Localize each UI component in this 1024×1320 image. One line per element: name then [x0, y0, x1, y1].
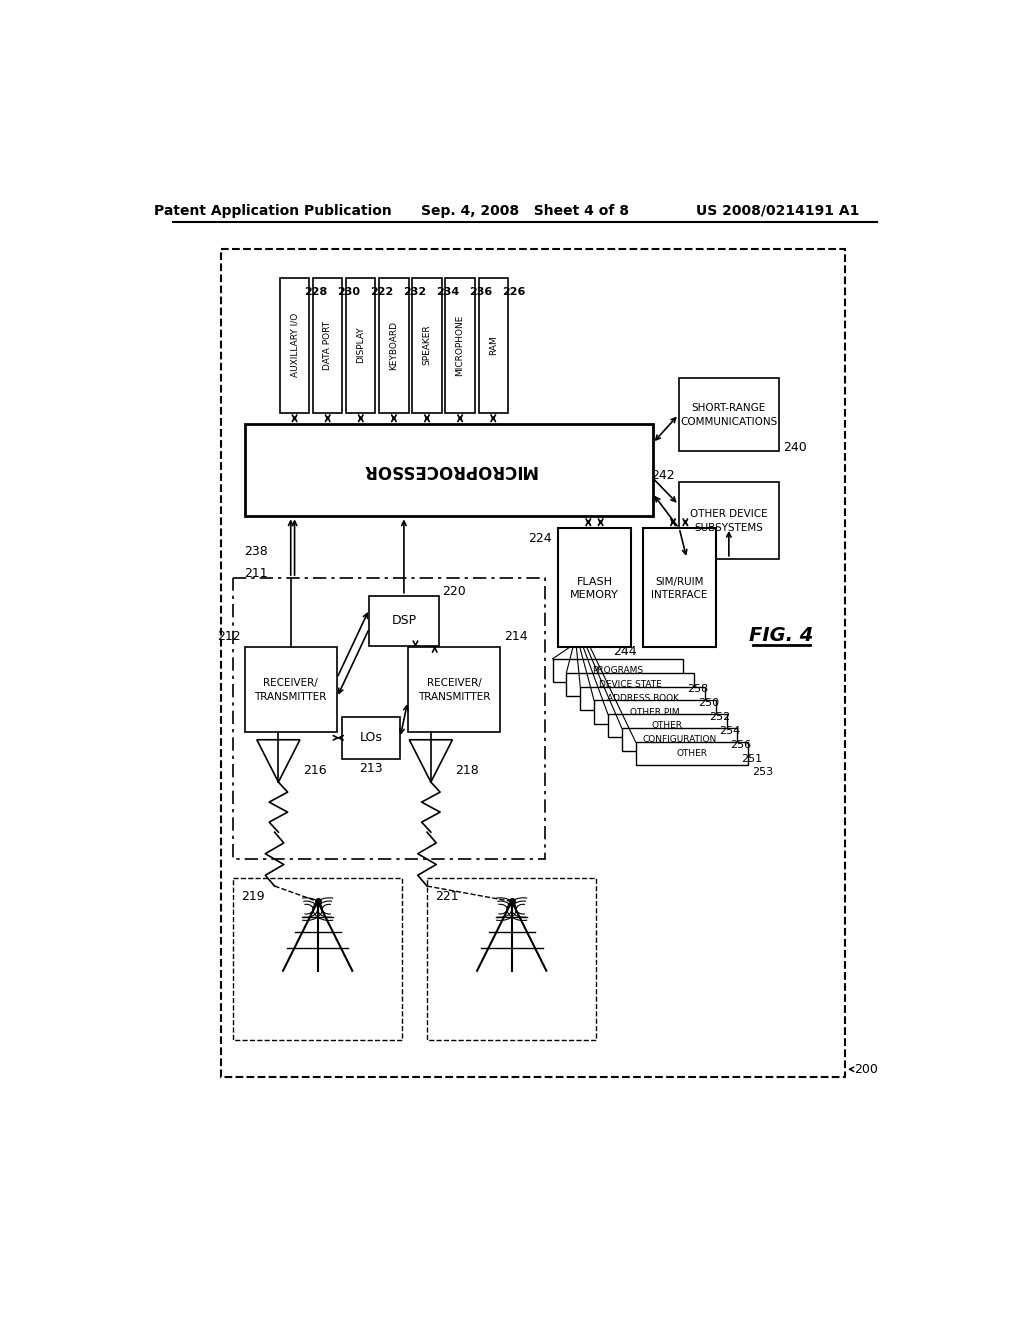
Text: 242: 242 [651, 469, 675, 482]
Bar [581, 686, 705, 710]
Text: 253: 253 [752, 767, 773, 777]
Text: RECEIVER/: RECEIVER/ [263, 677, 318, 688]
Text: TRANSMITTER: TRANSMITTER [418, 692, 490, 702]
Text: Patent Application Publication: Patent Application Publication [155, 203, 392, 218]
Text: 216: 216 [303, 764, 327, 777]
Bar [313, 277, 342, 412]
Text: 236: 236 [469, 286, 493, 297]
Text: TRANSMITTER: TRANSMITTER [255, 692, 327, 702]
Bar [370, 595, 438, 645]
Text: 240: 240 [782, 441, 807, 454]
Text: RAM: RAM [488, 335, 498, 355]
Text: SPEAKER: SPEAKER [423, 325, 431, 366]
Bar [233, 878, 402, 1040]
Text: 258: 258 [687, 684, 709, 694]
Bar [636, 742, 749, 766]
Bar [221, 249, 845, 1077]
Text: 222: 222 [370, 286, 393, 297]
Text: 224: 224 [528, 532, 552, 545]
Bar [608, 714, 727, 738]
Text: OTHER DEVICE: OTHER DEVICE [690, 510, 768, 519]
Bar [679, 482, 779, 558]
Text: 200: 200 [854, 1063, 879, 1076]
Text: 212: 212 [217, 631, 241, 644]
Text: SIM/RUIM: SIM/RUIM [655, 577, 703, 586]
Text: 211: 211 [245, 566, 268, 579]
Text: OTHER PIM: OTHER PIM [630, 708, 680, 717]
Text: DSP: DSP [391, 614, 417, 627]
Text: CONFIGURATION: CONFIGURATION [642, 735, 717, 744]
Text: 251: 251 [741, 754, 762, 763]
Text: DISPLAY: DISPLAY [356, 327, 366, 363]
Text: US 2008/0214191 A1: US 2008/0214191 A1 [695, 203, 859, 218]
Text: 226: 226 [503, 286, 525, 297]
Bar [643, 528, 716, 647]
Text: AUXILLARY I/O: AUXILLARY I/O [290, 313, 299, 378]
Text: 234: 234 [436, 286, 460, 297]
Text: FIG. 4: FIG. 4 [749, 626, 813, 645]
Text: DEVICE STATE: DEVICE STATE [599, 680, 662, 689]
Text: 221: 221 [435, 890, 459, 903]
Text: 238: 238 [245, 545, 268, 557]
Text: 213: 213 [359, 762, 383, 775]
Text: KEYBOARD: KEYBOARD [389, 321, 398, 370]
Text: RECEIVER/: RECEIVER/ [427, 677, 481, 688]
Bar [342, 717, 400, 759]
Text: OTHER: OTHER [651, 722, 683, 730]
Bar [566, 673, 694, 696]
Text: COMMUNICATIONS: COMMUNICATIONS [680, 417, 777, 428]
Text: OTHER: OTHER [677, 750, 708, 758]
Text: 228: 228 [304, 286, 327, 297]
Text: INTERFACE: INTERFACE [651, 590, 708, 601]
Bar [245, 647, 337, 733]
Text: 232: 232 [403, 286, 426, 297]
Bar [594, 701, 716, 723]
Text: LOs: LOs [359, 731, 383, 744]
Text: 214: 214 [504, 631, 527, 644]
Bar [245, 424, 652, 516]
Bar [280, 277, 309, 412]
Bar [445, 277, 475, 412]
Text: 219: 219 [241, 890, 264, 903]
Text: SUBSYSTEMS: SUBSYSTEMS [694, 523, 763, 533]
Text: PROGRAMS: PROGRAMS [593, 667, 643, 675]
Bar [427, 878, 596, 1040]
Text: 244: 244 [612, 644, 637, 657]
Bar [233, 578, 545, 859]
Text: 254: 254 [720, 726, 740, 735]
Text: ADDRESS BOOK: ADDRESS BOOK [606, 694, 679, 702]
Text: MICROPHONE: MICROPHONE [456, 314, 465, 376]
Bar [408, 647, 500, 733]
Bar [558, 528, 631, 647]
Text: FLASH: FLASH [577, 577, 612, 586]
Text: 252: 252 [709, 711, 730, 722]
Text: Sep. 4, 2008   Sheet 4 of 8: Sep. 4, 2008 Sheet 4 of 8 [421, 203, 629, 218]
Text: 220: 220 [442, 585, 466, 598]
Text: 218: 218 [456, 764, 479, 777]
Text: MICROPROCESSOR: MICROPROCESSOR [361, 461, 536, 479]
Bar [379, 277, 409, 412]
Bar [622, 729, 737, 751]
Text: SHORT-RANGE: SHORT-RANGE [692, 404, 766, 413]
Bar [478, 277, 508, 412]
Bar [413, 277, 441, 412]
Text: MEMORY: MEMORY [570, 590, 618, 601]
Bar [346, 277, 376, 412]
Text: DATA PORT: DATA PORT [324, 321, 332, 370]
Bar [553, 659, 683, 682]
Text: 256: 256 [730, 739, 752, 750]
Bar [679, 378, 779, 451]
Text: 230: 230 [337, 286, 360, 297]
Text: 250: 250 [698, 698, 719, 708]
